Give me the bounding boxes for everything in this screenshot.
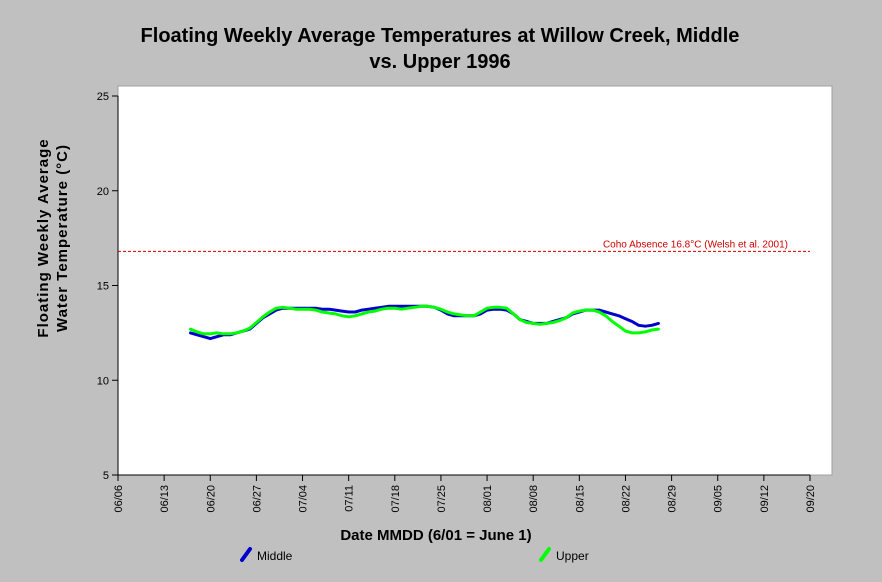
threshold-group: Coho Absence 16.8°C (Welsh et al. 2001) bbox=[118, 239, 810, 252]
legend-swatch-upper bbox=[539, 547, 551, 562]
y-axis-label-line1: Floating Weekly Average bbox=[35, 138, 52, 337]
chart-title-line2: vs. Upper 1996 bbox=[369, 51, 510, 73]
y-tick-label-3: 20 bbox=[97, 186, 109, 198]
x-tick-label-11: 08/22 bbox=[620, 485, 632, 513]
x-tick-label-14: 09/12 bbox=[759, 485, 771, 513]
x-tick-label-0: 06/06 bbox=[113, 485, 125, 513]
x-tick-label-9: 08/08 bbox=[528, 485, 540, 513]
x-axis-ticks: 06/06 06/13 06/20 06/27 07/04 07/11 07/18 07/25… bbox=[113, 475, 817, 513]
plot-area bbox=[117, 85, 833, 476]
y-tick-label-0: 5 bbox=[103, 470, 109, 482]
x-tick-label-10: 08/15 bbox=[574, 485, 586, 513]
series-group bbox=[189, 304, 660, 341]
legend-label-middle: Middle bbox=[257, 549, 293, 563]
legend-swatch-middle bbox=[240, 547, 252, 562]
x-tick-label-6: 07/18 bbox=[390, 485, 402, 513]
x-tick-label-7: 07/25 bbox=[436, 485, 448, 513]
y-axis-label-line2: Water Temperature (°C) bbox=[54, 144, 71, 332]
x-tick-label-15: 09/20 bbox=[805, 485, 817, 513]
y-tick-label-1: 10 bbox=[97, 375, 109, 387]
x-tick-label-1: 06/13 bbox=[159, 485, 171, 513]
x-tick-label-3: 06/27 bbox=[251, 485, 263, 513]
legend: Middle Upper bbox=[240, 547, 589, 563]
series-line-upper bbox=[189, 304, 660, 336]
x-tick-label-5: 07/11 bbox=[344, 485, 356, 512]
x-tick-label-12: 08/29 bbox=[667, 485, 679, 513]
x-tick-label-8: 08/01 bbox=[482, 485, 494, 513]
x-tick-label-2: 06/20 bbox=[205, 485, 217, 513]
x-tick-label-4: 07/04 bbox=[298, 485, 310, 513]
threshold-label: Coho Absence 16.8°C (Welsh et al. 2001) bbox=[603, 239, 788, 250]
y-tick-label-2: 15 bbox=[97, 281, 109, 293]
x-axis-label: Date MMDD (6/01 = June 1) bbox=[340, 527, 531, 544]
y-axis-ticks: 5 10 15 20 25 bbox=[97, 91, 118, 482]
chart-title-line1: Floating Weekly Average Temperatures at … bbox=[141, 25, 740, 47]
x-tick-label-13: 09/05 bbox=[713, 485, 725, 513]
y-tick-label-4: 25 bbox=[97, 91, 109, 103]
legend-label-upper: Upper bbox=[556, 549, 589, 563]
